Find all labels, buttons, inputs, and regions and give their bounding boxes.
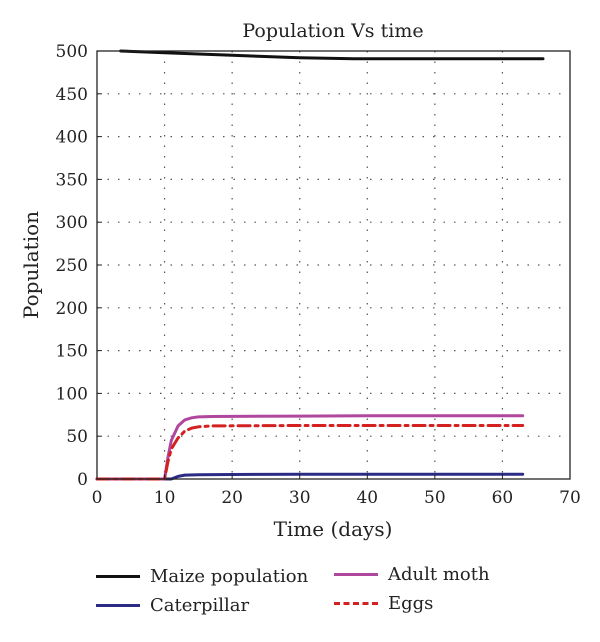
x-axis-label: Time (days) — [274, 517, 393, 541]
chart-legend: Maize population Caterpillar Adult moth … — [96, 562, 536, 628]
legend-swatch — [334, 602, 378, 605]
series-line-adult-moth — [95, 414, 525, 481]
y-tick-label: 50 — [66, 427, 88, 447]
x-tick-label: 20 — [221, 488, 243, 508]
legend-label: Eggs — [388, 593, 434, 614]
x-axis: 0 10 20 30 40 50 60 70 — [92, 474, 581, 508]
legend-swatch — [96, 604, 140, 607]
y-tick-label: 300 — [56, 213, 88, 233]
x-tick-label: 10 — [154, 488, 176, 508]
legend-item-maize-population: Maize population — [96, 566, 308, 587]
x-tick-label: 70 — [559, 488, 581, 508]
legend-item-caterpillar: Caterpillar — [96, 595, 249, 616]
legend-swatch — [96, 575, 140, 578]
y-tick-label: 350 — [56, 170, 88, 190]
legend-label: Maize population — [150, 566, 309, 587]
y-tick-label: 250 — [56, 256, 88, 276]
y-tick-label: 100 — [56, 384, 88, 404]
x-tick-label: 40 — [356, 488, 378, 508]
x-tick-label: 30 — [289, 488, 311, 508]
legend-item-adult-moth: Adult moth — [334, 564, 490, 585]
series-line-eggs — [95, 424, 525, 481]
y-axis-label: Population — [19, 211, 43, 319]
x-tick-label: 50 — [424, 488, 446, 508]
legend-label: Caterpillar — [150, 595, 250, 616]
y-tick-label: 200 — [56, 299, 88, 319]
chart-title: Population Vs time — [242, 20, 423, 42]
x-tick-label: 60 — [492, 488, 514, 508]
series-line-maize-population — [119, 49, 545, 61]
y-axis: 0 50 100 150 200 250 300 350 400 450 500 — [56, 42, 102, 490]
y-tick-label: 450 — [56, 85, 88, 105]
y-tick-label: 400 — [56, 128, 88, 148]
legend-swatch — [334, 573, 378, 576]
legend-item-eggs: Eggs — [334, 593, 433, 614]
y-tick-label: 150 — [56, 342, 88, 362]
y-tick-label: 0 — [77, 470, 88, 490]
y-tick-label: 500 — [56, 42, 88, 62]
legend-label: Adult moth — [388, 564, 490, 585]
x-tick-label: 0 — [92, 488, 103, 508]
